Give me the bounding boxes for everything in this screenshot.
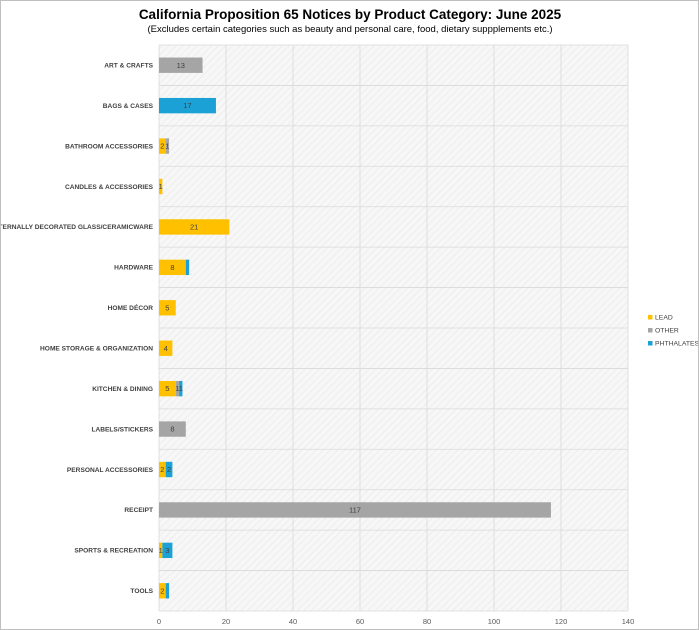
data-label: 13 — [177, 61, 185, 70]
category-label: HOME DÉCOR — [108, 303, 154, 312]
data-label: 1 — [175, 384, 179, 393]
legend: LEAD OTHER PHTHALATES — [648, 315, 698, 348]
category-label: CANDLES & ACCESSORIES — [65, 184, 154, 191]
category-label: ART & CRAFTS — [104, 63, 153, 70]
data-label: 1 — [159, 182, 163, 191]
data-label: 4 — [164, 344, 168, 353]
data-label: 117 — [349, 506, 361, 515]
data-label: 2 — [160, 465, 164, 474]
data-label: 8 — [170, 263, 174, 272]
category-label: LABELS/STICKERS — [91, 426, 153, 433]
category-axis: ART & CRAFTS BAGS & CASES BATHROOM ACCESSO… — [1, 63, 154, 596]
legend-swatch — [648, 328, 653, 333]
bar-phthalates — [165, 583, 170, 599]
data-label: 3 — [165, 546, 169, 555]
data-label: 17 — [183, 101, 191, 110]
data-label: 21 — [190, 223, 198, 232]
bar-phthalates — [165, 461, 173, 478]
bar-other — [159, 421, 186, 437]
legend-label: PHTHALATES — [655, 341, 698, 348]
chart-title: California Proposition 65 Notices by Pro… — [139, 7, 562, 22]
tick-label: 60 — [356, 617, 364, 626]
bar-phthalates — [162, 542, 173, 559]
tick-label: 100 — [488, 617, 501, 626]
bar-phthalates — [159, 97, 216, 114]
data-label: 2 — [160, 586, 164, 595]
data-label: 1 — [159, 546, 163, 555]
bar-lead — [159, 178, 163, 195]
category-label: BATHROOM ACCESSORIES — [65, 143, 154, 150]
bar-lead — [159, 380, 176, 397]
bar-lead — [159, 259, 186, 276]
category-label: EXTERNALLY DECORATED GLASS/CERAMICWARE — [1, 224, 154, 231]
tick-label: 120 — [555, 617, 568, 626]
bar-phthalates — [185, 259, 190, 276]
bar-other — [159, 502, 551, 518]
category-label: RECEIPT — [124, 507, 153, 514]
data-label: 5 — [165, 384, 169, 393]
gridlines — [158, 44, 629, 612]
bar-lead — [159, 340, 173, 356]
data-label: 2 — [167, 465, 171, 474]
bar-lead — [159, 461, 166, 478]
tick-label: 20 — [222, 617, 230, 626]
tick-label: 0 — [157, 617, 161, 626]
data-label: 8 — [170, 425, 174, 434]
tick-label: 140 — [622, 617, 635, 626]
legend-swatch — [648, 315, 653, 320]
bar-lead — [159, 138, 166, 154]
bar-other — [159, 57, 203, 73]
legend-label: LEAD — [655, 315, 673, 322]
bar-lead — [159, 583, 166, 599]
value-axis: 0 20 40 60 80 100 120 140 — [157, 617, 634, 626]
tick-label: 80 — [423, 617, 431, 626]
data-label: 5 — [165, 303, 169, 312]
category-label: HOME STORAGE & ORGANIZATION — [40, 346, 153, 353]
bar-other — [175, 380, 180, 397]
bars — [159, 57, 551, 599]
bar-lead — [159, 300, 176, 316]
bar-other — [165, 138, 170, 154]
category-label: BAGS & CASES — [103, 103, 154, 110]
data-label: 1 — [165, 142, 169, 151]
legend-label: OTHER — [655, 328, 679, 335]
category-label: PERSONAL ACCESSORIES — [67, 467, 154, 474]
tick-label: 40 — [289, 617, 297, 626]
category-label: HARDWARE — [114, 265, 153, 272]
bar-lead — [159, 542, 163, 559]
data-label: 1 — [179, 384, 183, 393]
bar-lead — [159, 219, 230, 235]
bar-phthalates — [179, 380, 183, 397]
category-label: SPORTS & RECREATION — [74, 548, 153, 555]
data-label: 2 — [160, 142, 164, 151]
legend-swatch — [648, 341, 653, 346]
category-label: KITCHEN & DINING — [92, 386, 153, 393]
category-label: TOOLS — [130, 588, 153, 595]
chart-subtitle: (Excludes certain categories such as bea… — [147, 24, 552, 35]
